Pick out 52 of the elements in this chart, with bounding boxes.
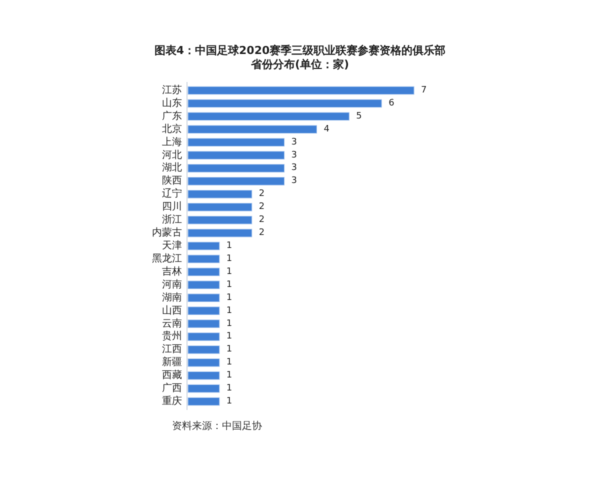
data-label: 2: [258, 202, 265, 212]
data-label: 1: [226, 332, 232, 342]
category-label: 四川: [162, 202, 182, 213]
category-label: 山东: [162, 98, 182, 109]
data-label: 3: [291, 163, 298, 174]
category-label: 湖南: [162, 292, 182, 304]
data-label: 2: [258, 189, 265, 200]
data-label: 1: [226, 266, 232, 277]
data-label: 1: [226, 280, 232, 290]
category-label: 天津: [162, 240, 182, 252]
category-label: 河北: [162, 150, 182, 161]
category-label: 北京: [162, 124, 182, 135]
data-label: 1: [226, 384, 232, 394]
data-label: 1: [226, 318, 232, 329]
data-label: 7: [421, 85, 427, 96]
data-label: 2: [258, 228, 265, 238]
data-label: 6: [388, 98, 394, 108]
data-label: 4: [324, 124, 330, 134]
data-label: 1: [226, 254, 232, 264]
category-label: 吉林: [162, 266, 182, 278]
category-label: 重庆: [162, 396, 182, 408]
data-label: 3: [291, 176, 298, 186]
category-label: 河南: [162, 279, 182, 290]
category-label: 西藏: [162, 370, 182, 382]
category-label: 山西: [162, 305, 182, 316]
category-label: 江西: [162, 344, 182, 356]
category-label: 贵州: [162, 331, 182, 342]
data-label: 1: [226, 396, 232, 407]
category-label: 广东: [162, 110, 182, 122]
category-label: 黑龙江: [152, 253, 182, 264]
category-label: 广西: [162, 383, 182, 394]
category-label: 浙江: [162, 214, 182, 226]
category-label: 新疆: [162, 357, 182, 368]
data-label: 1: [226, 292, 232, 303]
category-label: 陕西: [162, 176, 182, 187]
data-label: 1: [226, 241, 232, 251]
data-label: 5: [356, 111, 362, 122]
annotation: 资料来源：中国足协: [172, 420, 262, 433]
title: 图表4：中国足球2020赛季三级职业联赛参赛资格的俱乐部省份分布(单位：家): [153, 44, 447, 72]
data-label: 1: [226, 358, 232, 368]
data-label: 3: [291, 150, 298, 160]
category-label: 辽宁: [162, 188, 182, 200]
category-label: 上海: [162, 136, 182, 148]
data-label: 1: [226, 370, 232, 381]
data-label: 1: [226, 306, 232, 316]
category-label: 湖北: [162, 162, 182, 174]
category-label: 云南: [162, 318, 182, 330]
data-label: 2: [258, 215, 265, 226]
category-label: 江苏: [162, 84, 182, 96]
data-label: 1: [226, 344, 232, 355]
data-label: 3: [291, 137, 298, 148]
category-label: 内蒙古: [152, 228, 182, 239]
